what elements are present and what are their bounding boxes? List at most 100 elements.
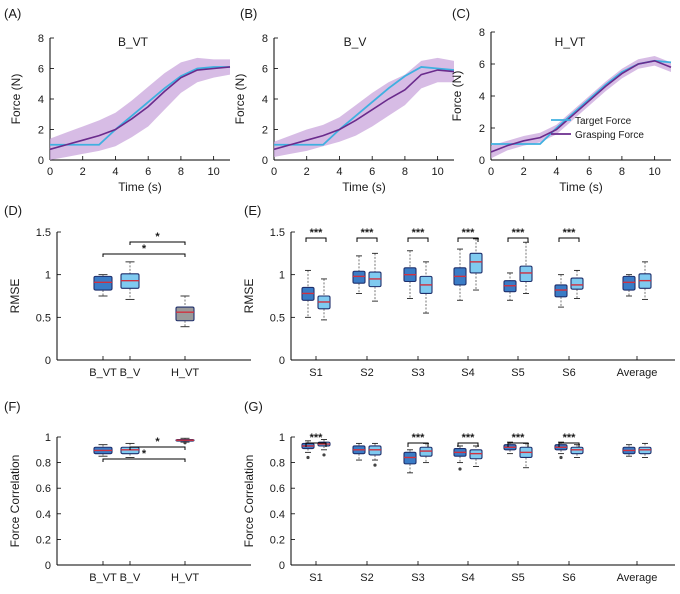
significance-G-S6: *** [558,432,580,447]
significance-label: *** [563,432,577,444]
x-tick-label-C: 4 [553,166,559,178]
significance-label: *** [563,227,577,239]
x-tick-label-B: 10 [432,166,444,178]
significance-G-S4: *** [457,432,479,447]
box-F-H_VT [175,437,195,445]
panel-label-g: (G) [244,399,263,414]
x-tick-label-G: S2 [360,572,373,584]
y-axis-title-G: Force Correlation [242,455,256,548]
y-axis-title-A: Force (N) [9,74,23,125]
significance-bracket [407,237,429,242]
outlier-point [373,463,377,467]
y-axis-title-F: Force Correlation [8,455,22,548]
x-tick-label-C: 0 [488,166,494,178]
box-D-H_VT [175,295,195,328]
significance-E-S6: *** [558,227,580,242]
significance-bracket [457,237,479,242]
grasping-force-line-C [490,59,672,153]
box-E-S1 [317,278,331,321]
box-D-B_V [120,261,140,300]
target-force-line-B [274,66,455,146]
significance-F-B_VT-H_VT: * [102,448,186,462]
panel-label-c: (C) [452,6,470,21]
x-tick-label-C: 8 [619,166,625,178]
box-E-S4 [469,238,483,291]
significance-E-S4: *** [457,227,479,242]
box-G-S3 [403,449,417,474]
x-tick-label-G: S3 [411,572,424,584]
panel-label-d: (D) [4,203,22,218]
significance-bracket [407,442,429,447]
x-tick-label-B: 2 [304,166,310,178]
significance-E-S2: *** [356,227,378,242]
significance-label: * [142,243,147,255]
x-tick-label-A: 2 [80,166,86,178]
significance-label: *** [361,227,375,239]
box-body [570,277,584,290]
significance-bracket [305,442,327,447]
x-tick-label-A: 10 [208,166,220,178]
box-body [93,275,113,291]
x-tick-label-D: B_VT [89,367,117,379]
box-F-B_VT [93,444,113,457]
x-tick-label-A: 0 [47,166,53,178]
x-tick-label-B: 4 [336,166,342,178]
significance-E-S5: *** [507,227,529,242]
y-tick-label-E: 0.5 [270,312,285,324]
grasping-force-line-B [273,69,455,151]
y-tick-label-D: 0.5 [36,312,51,324]
x-tick-label-B: 0 [271,166,277,178]
x-tick-label-F: H_VT [171,572,199,584]
significance-D-B_VT-H_VT: * [102,243,186,257]
box-G-S4 [469,445,483,467]
significance-bracket [507,237,529,242]
x-tick-label-F: B_V [120,572,141,584]
outlier-point [183,441,187,445]
target-force-line-A [50,66,230,146]
x-tick-label-B: 6 [369,166,375,178]
y-tick-label-G: 0.6 [270,483,285,495]
y-tick-label-F: 0.6 [36,483,51,495]
grasping-force-line-A [49,66,231,151]
axes-B: 0 2 4 6 8 0 2 4 6 8 10 Time (s) Force (N) [233,33,455,194]
y-tick-label-G: 0.8 [270,458,285,470]
significance-F-B_V-H_VT: * [129,436,186,450]
y-tick-label-F: 0 [45,560,51,572]
significance-D-B_V-H_VT: * [129,231,186,245]
x-tick-label-E: S3 [411,367,424,379]
x-tick-label-A: 6 [145,166,151,178]
significance-bracket [102,253,186,257]
y-tick-label-A: 0 [38,155,44,167]
significance-label: *** [412,432,426,444]
outlier-point [458,467,462,471]
y-tick-label-E: 1.5 [270,227,285,239]
axes-D: 0 0.5 1 1.5 RMSE B_VT B_V H_VT * * [8,227,251,379]
significance-E-S1: *** [305,227,327,242]
box-E-S1 [301,269,315,318]
significance-label: * [155,231,160,243]
significance-label: *** [310,227,324,239]
significance-E-S3: *** [407,227,429,242]
x-tick-label-C: 2 [521,166,527,178]
x-tick-label-F: B_VT [89,572,117,584]
x-tick-label-B: 8 [402,166,408,178]
y-tick-label-F: 1 [45,432,51,444]
box-G-S4 [453,445,467,471]
box-body [554,284,568,298]
panel-label-a: (A) [4,6,21,21]
axes-F: 0 0.2 0.4 0.6 0.8 1 Force Correlation B_VT B_V H_… [8,432,251,584]
panel-label-e: (E) [244,203,261,218]
box-G-S2 [352,442,366,461]
significance-label: *** [462,227,476,239]
significance-label: *** [512,227,526,239]
y-axis-title-D: RMSE [8,279,22,314]
axes-E: 0 0.5 1 1.5 RMSE S1 S2 S3 S4 S5 S6 Average *** *** ***… [242,227,675,379]
y-tick-label-A: 8 [38,33,44,45]
x-tick-label-D: B_V [120,367,141,379]
significance-bracket [457,442,479,447]
y-axis-title-E: RMSE [242,279,256,314]
axes-G: 0 0.2 0.4 0.6 0.8 1 Force Correlation S1 S2 S3 S4 S… [242,432,675,584]
box-E-S3 [419,261,433,314]
box-G-S1 [301,440,315,460]
